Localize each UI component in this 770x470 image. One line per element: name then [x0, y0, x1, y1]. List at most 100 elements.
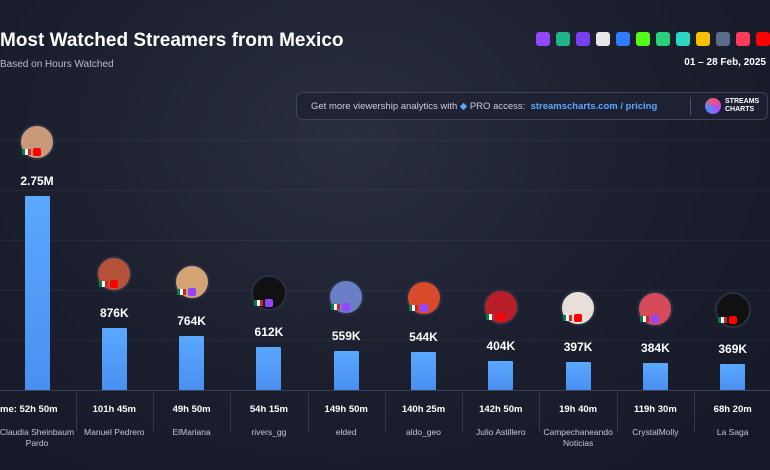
separator: [690, 97, 691, 115]
icon: [716, 32, 730, 46]
platform-badge: [33, 148, 41, 156]
bar: [179, 336, 205, 390]
column-separator: [462, 392, 464, 432]
airtime-label: me: 52h 50m: [0, 404, 58, 415]
promo-text: Get more viewership analytics with ◆ PRO…: [311, 101, 657, 112]
platform-badge: [496, 313, 505, 322]
bar: [101, 328, 127, 390]
x-tick-label: aldo_geo: [406, 427, 441, 437]
platform-badge: [110, 280, 119, 289]
platform-badge: [419, 303, 428, 312]
platform-icons: [536, 32, 770, 46]
column-separator: [230, 392, 232, 432]
promo-banner: Get more viewership analytics with ◆ PRO…: [296, 92, 768, 120]
value-label: 544K: [409, 329, 438, 344]
flag: [22, 149, 31, 155]
flag: [331, 303, 341, 310]
flag: [99, 281, 109, 288]
avatar: [714, 291, 751, 328]
diamond: ◆: [459, 101, 468, 112]
flag: [485, 314, 495, 321]
grid-line: [0, 240, 770, 241]
icon: [656, 32, 670, 46]
x-tick-label: Campechaneando Noticias: [543, 427, 613, 448]
airtime-label: 68h 20m: [713, 404, 752, 415]
value-label: 2.75M: [20, 174, 54, 188]
grid-line: [0, 140, 770, 141]
airtime-label: 140h 25m: [401, 404, 446, 415]
value-label: 369K: [718, 341, 748, 356]
icon: [616, 32, 630, 46]
icon: [556, 32, 570, 46]
icon: [576, 32, 590, 46]
logo-line: STREAMS: [725, 98, 760, 105]
airtime-label: 149h 50m: [324, 404, 368, 415]
chart-title: Most Watched Streamers from Mexico: [0, 30, 344, 51]
logo-line: CHARTS: [725, 106, 755, 113]
bar: [642, 362, 668, 390]
grid-line: [0, 340, 770, 341]
logo-text: STREAMS CHARTS: [725, 98, 759, 114]
x-tick-label: rivers_gg: [251, 427, 287, 437]
value-label: 764K: [177, 314, 206, 329]
bar: [333, 350, 359, 390]
grid-line: [0, 290, 770, 291]
bar: [488, 361, 514, 390]
platform-badge: [728, 315, 737, 324]
logo-mark: [705, 98, 721, 114]
promo-access: PRO access:: [469, 101, 526, 112]
bar: [411, 351, 436, 390]
column-separator: [75, 392, 77, 432]
flag: [408, 304, 418, 311]
icon: [536, 32, 550, 46]
promo-lead: Get more viewership analytics with: [311, 101, 458, 112]
value-label: 612K: [254, 324, 284, 339]
bar: [24, 196, 50, 390]
value-label: 404K: [486, 339, 516, 354]
value-label: 876K: [99, 306, 129, 321]
flag: [563, 314, 573, 321]
airtime-label: 19h 40m: [559, 404, 598, 415]
date-range: 01 – 28 Feb, 2025: [684, 57, 766, 68]
promo-link[interactable]: streamscharts.com / pricing: [530, 101, 658, 112]
x-tick-label: Claudia Sheinbaum Pardo: [0, 427, 75, 448]
column-separator: [539, 392, 541, 432]
platform-badge: [264, 298, 273, 307]
grid-line: [0, 190, 770, 191]
value-label: 397K: [563, 339, 593, 354]
icon: [756, 32, 770, 46]
chart-subtitle: Based on Hours Watched: [0, 59, 114, 70]
airtime-label: 49h 50m: [172, 404, 211, 415]
x-tick-label: Manuel Pedrero: [84, 427, 145, 437]
platform-badge: [342, 302, 351, 311]
platform-badge: [651, 314, 660, 323]
airtime-label: 101h 45m: [92, 404, 136, 415]
icon: [696, 32, 710, 46]
airtime-label: 54h 15m: [249, 404, 288, 415]
platform-badge: [574, 313, 583, 322]
flag: [717, 316, 727, 323]
value-label: 384K: [641, 340, 670, 355]
x-tick-label: CrystalMolly: [632, 427, 679, 437]
icon: [736, 32, 750, 46]
baseline: [0, 390, 770, 391]
icon: [676, 32, 690, 46]
platform-badge: [187, 288, 196, 297]
airtime-label: 119h 30m: [633, 404, 677, 415]
bar: [565, 361, 591, 390]
flag: [253, 299, 263, 306]
column-separator: [616, 392, 618, 432]
airtime-label: 142h 50m: [479, 404, 523, 415]
column-separator: [307, 392, 309, 432]
icon: [596, 32, 610, 46]
x-tick-label: Julio Astillero: [475, 427, 526, 437]
flag: [640, 315, 650, 322]
bar: [720, 363, 746, 390]
flag: [176, 289, 186, 296]
bar: [256, 346, 282, 390]
column-separator: [152, 392, 154, 432]
column-separator: [384, 392, 386, 432]
x-tick-label: La Saga: [716, 427, 749, 437]
x-tick-label: ElMariana: [172, 427, 211, 437]
